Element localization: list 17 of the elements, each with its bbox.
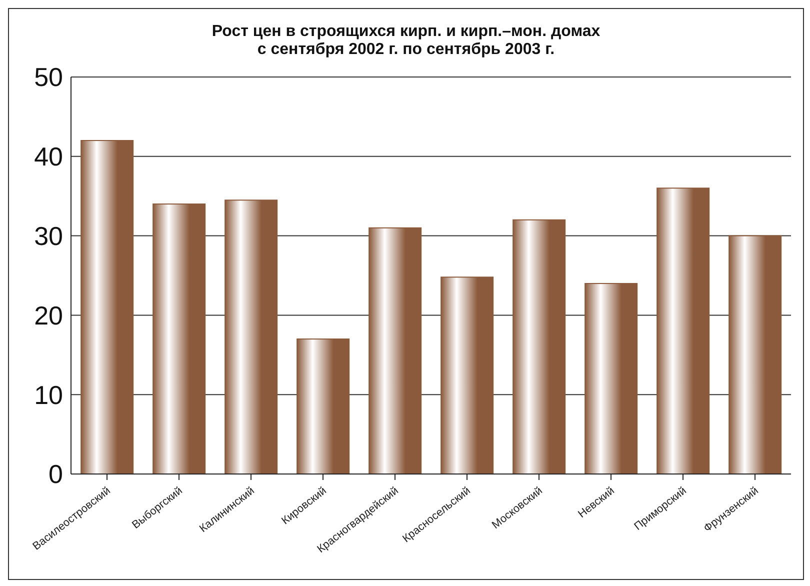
- bar: [80, 140, 134, 474]
- bar: [152, 204, 206, 474]
- bar: [728, 235, 782, 474]
- chart-title: Рост цен в строящихся кирп. и кирп.–мон. домах с сентября 2002 г. по сентябрь 2003 г.: [210, 23, 602, 59]
- bar: [224, 200, 278, 474]
- bar: [368, 227, 422, 474]
- bar: [296, 338, 350, 474]
- y-tick-label: 30: [34, 221, 63, 252]
- y-tick-label: 20: [34, 300, 63, 330]
- bar: [584, 282, 638, 474]
- y-tick-label: 10: [34, 380, 63, 410]
- y-tick-label: 40: [34, 142, 63, 172]
- y-tick-label: 50: [34, 62, 63, 92]
- bar: [512, 219, 566, 474]
- y-tick-label: 0: [48, 459, 63, 490]
- bar: [440, 276, 494, 474]
- bar: [656, 188, 710, 474]
